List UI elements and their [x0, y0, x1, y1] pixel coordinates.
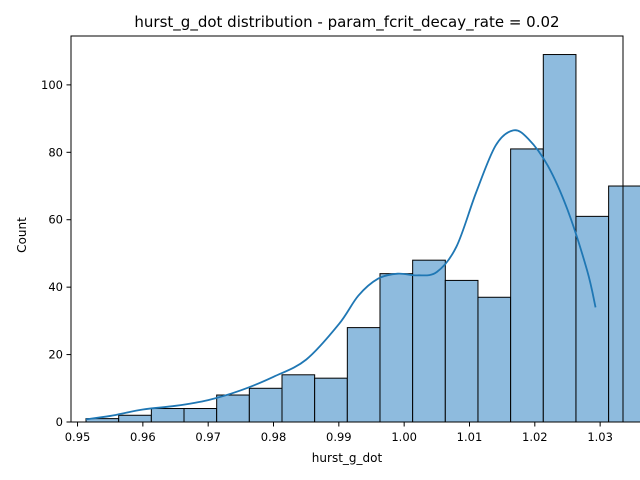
- x-axis-label: hurst_g_dot: [312, 451, 383, 465]
- histogram-bar: [183, 408, 218, 423]
- x-tick-label: 0.99: [326, 430, 352, 444]
- histogram-bar: [281, 374, 316, 423]
- histogram-bar: [444, 279, 479, 423]
- y-axis-ticks: 0 20 40 60 80 100: [41, 78, 71, 429]
- plot-area-border: [70, 35, 624, 423]
- y-tick-label: 0: [56, 415, 63, 429]
- x-tick-label: 1.03: [587, 430, 613, 444]
- x-tick-label: 0.97: [195, 430, 221, 444]
- x-tick-label: 0.98: [261, 430, 287, 444]
- y-tick-label: 80: [48, 145, 63, 159]
- histogram-bar: [510, 148, 544, 423]
- histogram-bar: [216, 394, 250, 423]
- chart-title: hurst_g_dot distribution - param_fcrit_d…: [134, 13, 559, 32]
- x-tick-label: 1.00: [391, 430, 417, 444]
- y-tick-label: 40: [48, 280, 63, 294]
- x-tick-label: 0.95: [65, 430, 91, 444]
- histogram-bar: [150, 408, 185, 423]
- y-tick-label: 100: [41, 78, 63, 92]
- histogram-bar: [248, 387, 283, 423]
- y-axis-label: Count: [15, 217, 29, 253]
- y-tick-label: 20: [48, 348, 63, 362]
- histogram-bar: [412, 259, 446, 423]
- histogram-bar: [542, 54, 577, 423]
- histogram-bar: [118, 414, 152, 423]
- histogram-bar: [608, 185, 640, 423]
- histogram-bar: [314, 377, 348, 423]
- axes-frame: [70, 35, 624, 423]
- histogram-bar: [379, 273, 414, 423]
- y-tick-label: 60: [48, 213, 63, 227]
- histogram-bars: [85, 54, 640, 423]
- x-tick-label: 1.02: [522, 430, 548, 444]
- histogram-bar: [477, 296, 512, 423]
- x-tick-label: 0.96: [130, 430, 156, 444]
- histogram-bar: [346, 327, 381, 423]
- kde-curve: [85, 129, 597, 421]
- x-tick-label: 1.01: [457, 430, 483, 444]
- x-axis-ticks: 0.95 0.96 0.97 0.98 0.99 1.00 1.01 1.02 1.03: [65, 422, 613, 444]
